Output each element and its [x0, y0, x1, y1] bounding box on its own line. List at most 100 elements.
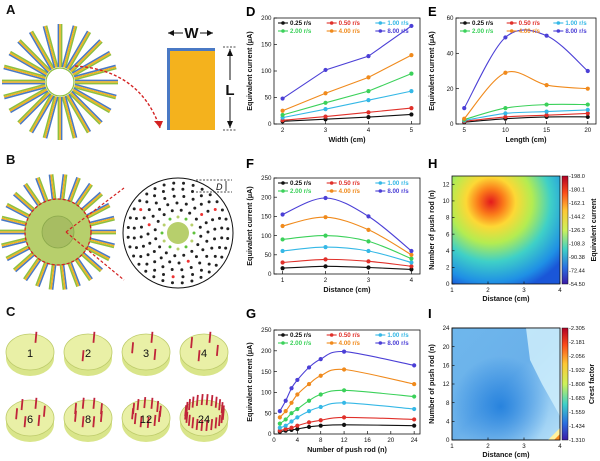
rod-segment	[8, 87, 47, 111]
panel-c: C 1 2 3 46 8 12 24	[5, 304, 229, 442]
hole-dot	[152, 249, 156, 253]
distance-label: D	[216, 182, 223, 192]
data-point	[280, 96, 285, 101]
hole-dot	[160, 231, 164, 235]
rod-segment	[71, 41, 103, 74]
data-point	[280, 108, 285, 113]
push-rod	[150, 331, 154, 343]
push-rod	[205, 394, 209, 406]
plot-frame	[455, 17, 597, 125]
legend-entry: 4.00 r/s	[519, 28, 541, 35]
heatmap-h-colorbar-ticks: -198.0 -180.1 -162.1 -144.2 -126.3 -108.3 -90.…	[569, 174, 585, 288]
colorbar-tick-label: -2.305	[569, 326, 585, 332]
legend-marker	[556, 29, 561, 33]
panel-a-label: A	[6, 2, 16, 17]
push-rod	[157, 410, 161, 422]
hole-dot	[132, 207, 136, 211]
y-tick-label: 20	[443, 344, 450, 351]
hole-dot	[163, 196, 167, 200]
chart-g-push-rods: 0 50 100 150 200 250 0 4 8 12 16 20 24 0.25 r/s 0.50 r…	[245, 327, 421, 454]
rod-segment	[74, 85, 117, 98]
legend-entry: 4.00 r/s	[339, 340, 361, 347]
rod-star-diagram	[1, 24, 118, 140]
legend-marker	[463, 21, 467, 25]
data-point	[341, 422, 347, 427]
hole-dot	[226, 227, 230, 231]
push-rod	[210, 418, 214, 431]
data-point	[277, 409, 282, 414]
rod-segment	[71, 90, 110, 114]
hole-dot	[170, 281, 174, 285]
hole-dot	[162, 213, 166, 217]
hole-dot	[199, 275, 203, 279]
data-point	[289, 400, 294, 405]
hole-dot	[145, 192, 149, 196]
data-point	[462, 106, 467, 111]
rod-left-edge	[167, 48, 170, 130]
data-point	[280, 223, 285, 229]
hole-dot	[170, 268, 174, 272]
rod-segment	[4, 64, 47, 78]
data-point	[585, 107, 590, 112]
panel-i-label: I	[428, 306, 432, 321]
shaft-hole	[45, 67, 75, 97]
rod-count-disks: 1 2 3 46 8 12 24	[5, 331, 229, 442]
zoom-arrow-icon	[154, 121, 163, 128]
push-rod	[200, 394, 204, 406]
hole-dot	[220, 208, 224, 212]
disk-hub	[41, 215, 75, 249]
push-rod	[184, 405, 188, 417]
data-point	[409, 252, 414, 257]
legend-marker	[281, 189, 285, 193]
heatmap-i-xlabel: Distance (cm)	[482, 450, 530, 459]
legend-entry: 0.25 r/s	[472, 20, 494, 27]
rod-segment	[45, 96, 59, 139]
hole-dot	[213, 254, 217, 258]
hole-dot	[176, 215, 180, 219]
hole-dot	[220, 226, 224, 230]
hole-dot	[141, 244, 145, 248]
legend-entry: 1.00 r/s	[387, 180, 409, 187]
data-point	[283, 426, 288, 432]
hole-dot	[190, 223, 194, 227]
rod-segment	[70, 92, 102, 124]
rod-segment	[31, 30, 55, 69]
hole-dot	[215, 200, 219, 204]
x-tick-label: 4	[558, 443, 562, 450]
colorbar-tick-label: -162.1	[569, 201, 585, 207]
legend-marker	[281, 333, 285, 337]
colorbar-tick-label: -2.181	[569, 340, 585, 346]
rod-segment	[72, 52, 111, 76]
x-tick-label: 4	[296, 437, 300, 444]
hole-dot	[214, 263, 218, 267]
hole-dot	[201, 248, 205, 252]
data-point	[318, 418, 323, 423]
x-tick-label: 8	[319, 437, 323, 444]
data-point	[306, 424, 312, 430]
rod-segment	[31, 95, 55, 134]
data-point	[366, 98, 371, 103]
hole-dot	[218, 216, 222, 220]
legend-marker	[463, 29, 467, 33]
heatmap-i-colorbar	[561, 327, 569, 441]
hole-dot	[190, 189, 194, 193]
hole-dot	[177, 261, 181, 265]
data-point	[323, 107, 328, 112]
rod-segment	[73, 64, 116, 78]
data-point	[323, 233, 328, 238]
push-rod	[131, 342, 135, 354]
heatmap-h-plot	[451, 175, 561, 285]
data-point	[323, 195, 328, 201]
plot-frame	[273, 17, 421, 125]
y-tick-label: 0	[446, 437, 450, 444]
plot-frame	[273, 177, 421, 275]
hole-dot	[162, 273, 166, 277]
hole-dot	[175, 201, 179, 205]
rod-segment	[74, 83, 117, 97]
width-arrow-right-icon	[207, 30, 213, 36]
hole-dot	[180, 268, 184, 272]
hole-dot	[156, 219, 160, 223]
hole-dot	[176, 247, 180, 251]
plot-frame	[273, 329, 421, 435]
hole-pattern	[126, 181, 230, 285]
